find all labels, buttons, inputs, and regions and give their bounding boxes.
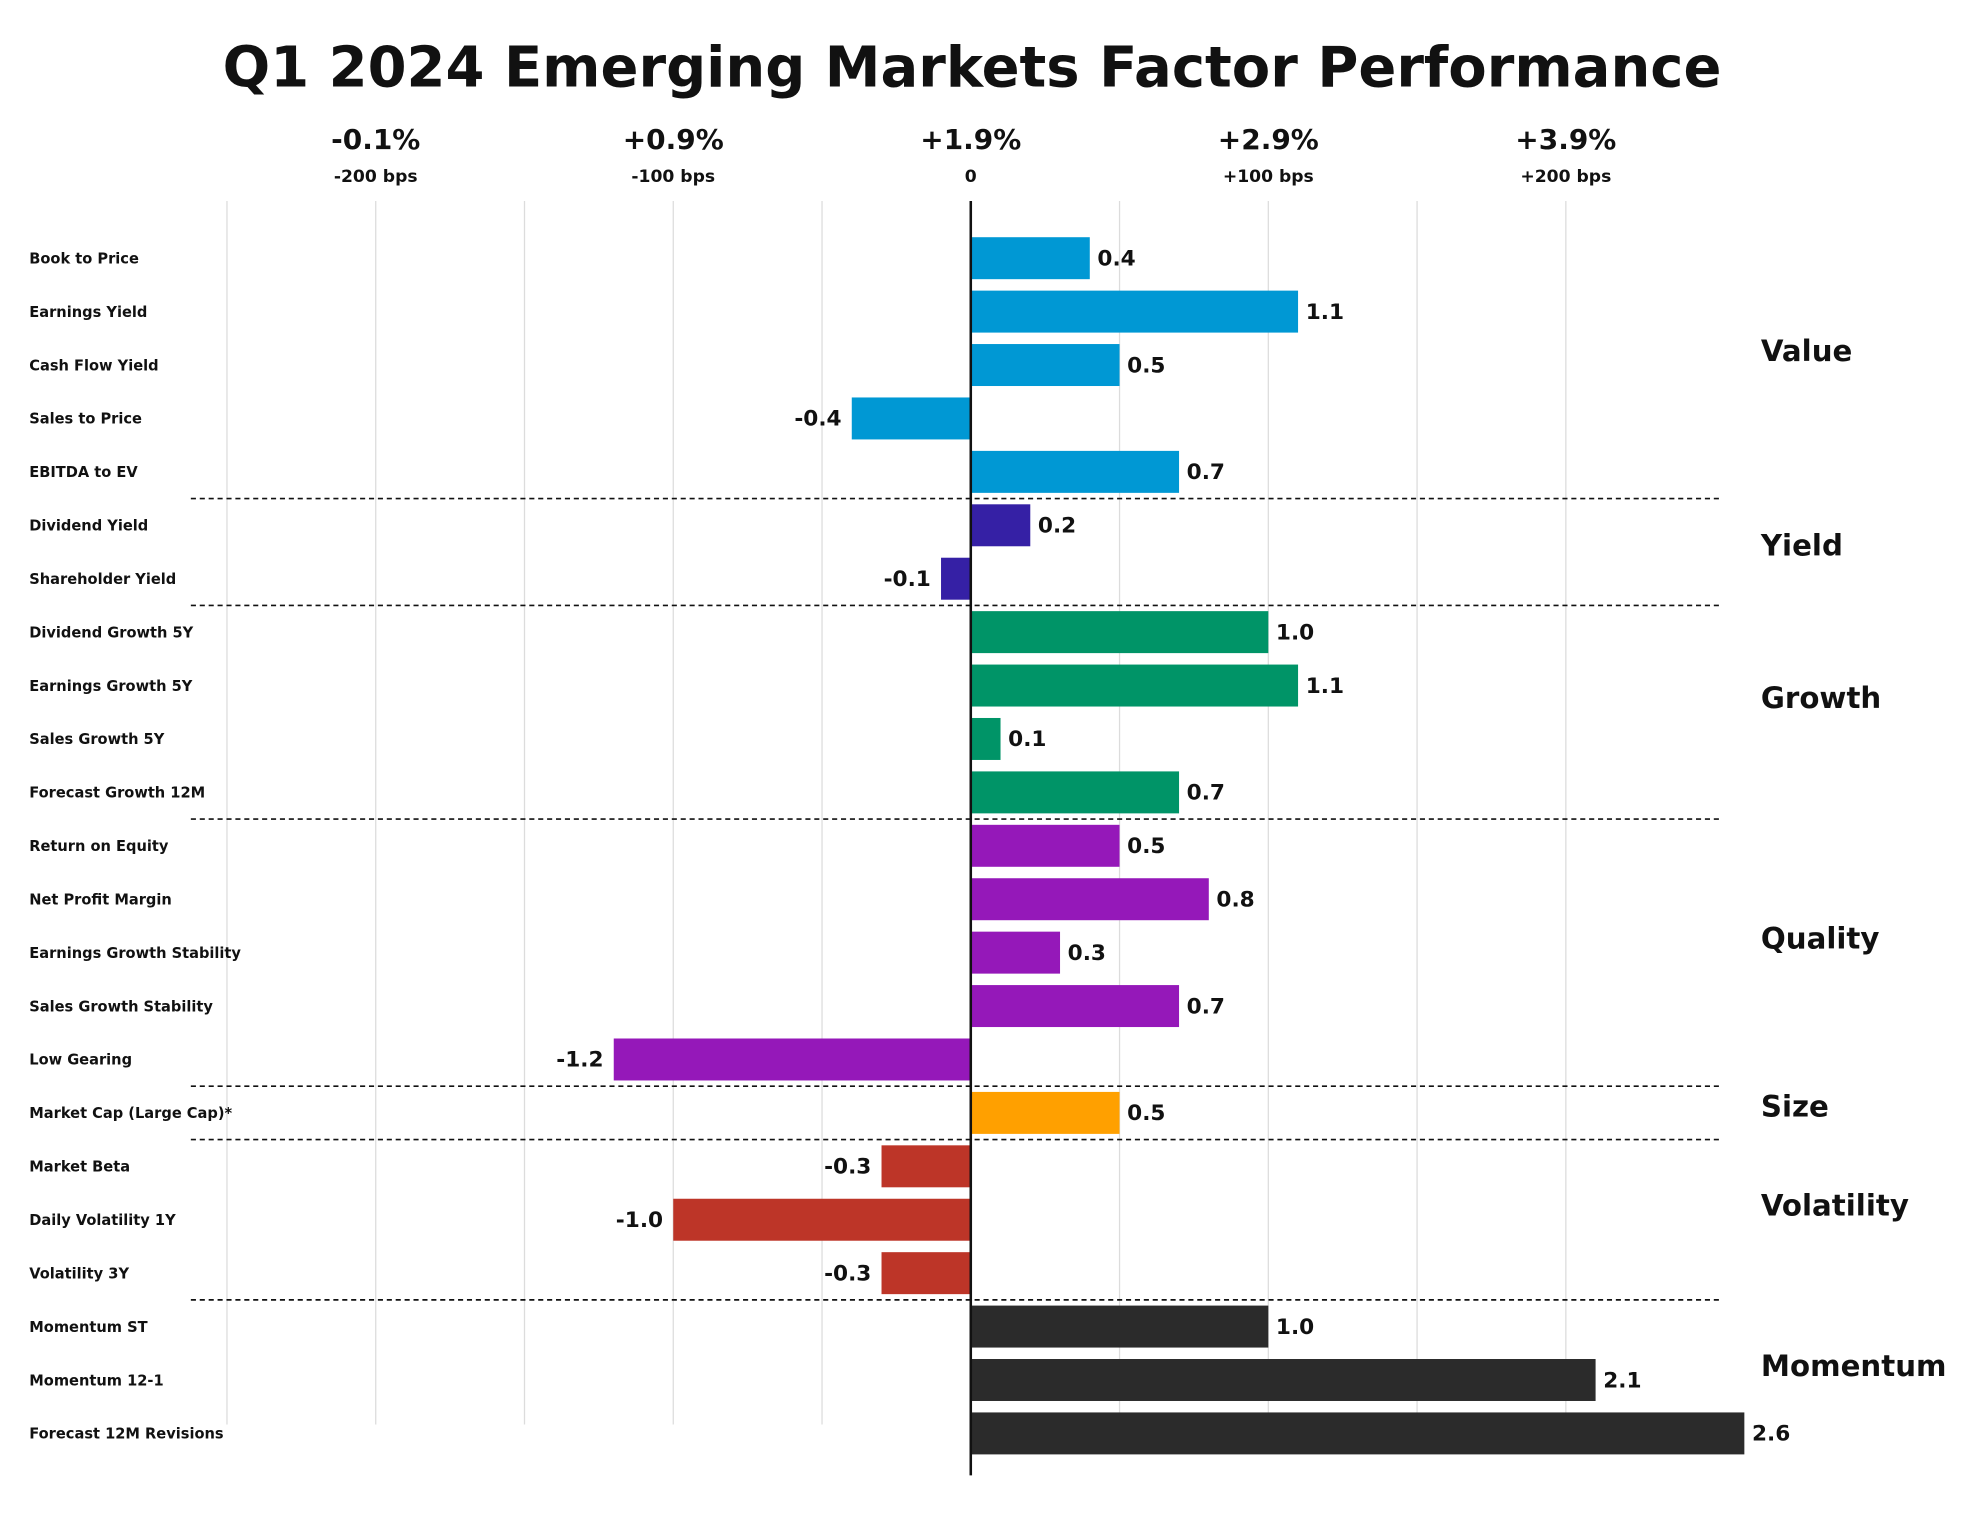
value-label: 2.1 — [1603, 1368, 1641, 1393]
bar — [970, 611, 1269, 654]
bar — [970, 290, 1299, 333]
value-label: -1.0 — [616, 1208, 663, 1233]
bar — [970, 717, 1001, 760]
value-label: -1.2 — [556, 1048, 603, 1073]
group-label: Yield — [1760, 528, 1843, 562]
bar — [970, 504, 1031, 547]
category-label: Earnings Growth 5Y — [29, 678, 192, 695]
bar — [941, 557, 971, 600]
value-label: 1.0 — [1276, 620, 1314, 645]
value-label: 0.8 — [1216, 887, 1254, 912]
x-tick-sublabel: 0 — [965, 167, 977, 187]
value-label: 0.3 — [1068, 941, 1106, 966]
category-label: Net Profit Margin — [29, 891, 172, 908]
value-label: 0.5 — [1127, 834, 1165, 859]
value-label: 0.4 — [1097, 246, 1135, 271]
value-label: 0.7 — [1187, 781, 1225, 806]
category-label: Low Gearing — [29, 1052, 132, 1069]
category-label: Return on Equity — [29, 838, 169, 855]
category-label: Sales Growth 5Y — [29, 731, 164, 748]
value-label: 0.5 — [1127, 353, 1165, 378]
bar — [970, 664, 1299, 707]
x-tick-sublabel: +100 bps — [1223, 167, 1314, 187]
value-label: 2.6 — [1752, 1422, 1790, 1447]
x-tick-label: +3.9% — [1515, 123, 1616, 156]
category-label: Forecast 12M Revisions — [29, 1426, 223, 1443]
value-label: 1.1 — [1306, 300, 1344, 325]
value-label: 0.2 — [1038, 514, 1076, 539]
category-label: Dividend Growth 5Y — [29, 624, 193, 641]
category-label: Momentum ST — [29, 1319, 147, 1336]
bar — [970, 1359, 1596, 1401]
x-tick-sublabel: -200 bps — [334, 167, 418, 187]
category-label: Book to Price — [29, 250, 139, 267]
bar — [881, 1252, 971, 1295]
category-label: Forecast Growth 12M — [29, 785, 205, 802]
group-label: Quality — [1761, 921, 1880, 955]
value-label: -0.3 — [824, 1155, 871, 1180]
category-label: Earnings Growth Stability — [29, 945, 241, 962]
bar — [970, 344, 1120, 387]
x-tick-label: -0.1% — [331, 123, 420, 156]
bar — [673, 1198, 971, 1241]
group-label: Volatility — [1761, 1189, 1909, 1223]
value-label: -0.4 — [794, 407, 841, 432]
bar — [851, 397, 971, 440]
x-tick-label: +0.9% — [623, 123, 724, 156]
bar — [970, 985, 1180, 1028]
value-label: 0.5 — [1127, 1101, 1165, 1126]
value-label: -0.3 — [824, 1261, 871, 1286]
category-label: Shareholder Yield — [29, 571, 176, 588]
bar — [881, 1145, 971, 1188]
value-label: 0.1 — [1008, 727, 1046, 752]
bar — [970, 237, 1090, 280]
value-label: -0.1 — [884, 567, 931, 592]
category-label: Momentum 12-1 — [29, 1372, 163, 1389]
category-label: Volatility 3Y — [29, 1265, 129, 1282]
category-label: Sales Growth Stability — [29, 998, 213, 1015]
category-label: Market Cap (Large Cap)* — [29, 1105, 232, 1122]
value-label: 0.7 — [1187, 460, 1225, 485]
value-label: 0.7 — [1187, 994, 1225, 1019]
value-label: 1.0 — [1276, 1315, 1314, 1340]
bar — [970, 878, 1209, 921]
group-label: Value — [1761, 334, 1852, 368]
category-label: Cash Flow Yield — [29, 357, 158, 374]
chart-title: Q1 2024 Emerging Markets Factor Performa… — [223, 35, 1722, 100]
category-label: Market Beta — [29, 1159, 130, 1176]
bar — [970, 1091, 1120, 1134]
x-tick-sublabel: -100 bps — [631, 167, 715, 187]
category-label: Earnings Yield — [29, 304, 147, 321]
category-label: Sales to Price — [29, 411, 142, 428]
category-label: EBITDA to EV — [29, 464, 138, 481]
x-tick-label: +2.9% — [1218, 123, 1319, 156]
group-label: Growth — [1761, 681, 1881, 715]
bar — [613, 1038, 971, 1081]
category-label: Daily Volatility 1Y — [29, 1212, 176, 1229]
value-label: 1.1 — [1306, 674, 1344, 699]
bar — [970, 450, 1180, 493]
bar — [970, 931, 1061, 974]
bar — [970, 1305, 1269, 1348]
group-label: Momentum — [1761, 1349, 1947, 1383]
x-tick-sublabel: +200 bps — [1520, 167, 1611, 187]
group-label: Size — [1761, 1089, 1829, 1123]
category-label: Dividend Yield — [29, 518, 148, 535]
x-tick-label: +1.9% — [920, 123, 1021, 156]
bar — [970, 1412, 1745, 1455]
bar — [970, 824, 1120, 867]
bar — [970, 771, 1180, 814]
